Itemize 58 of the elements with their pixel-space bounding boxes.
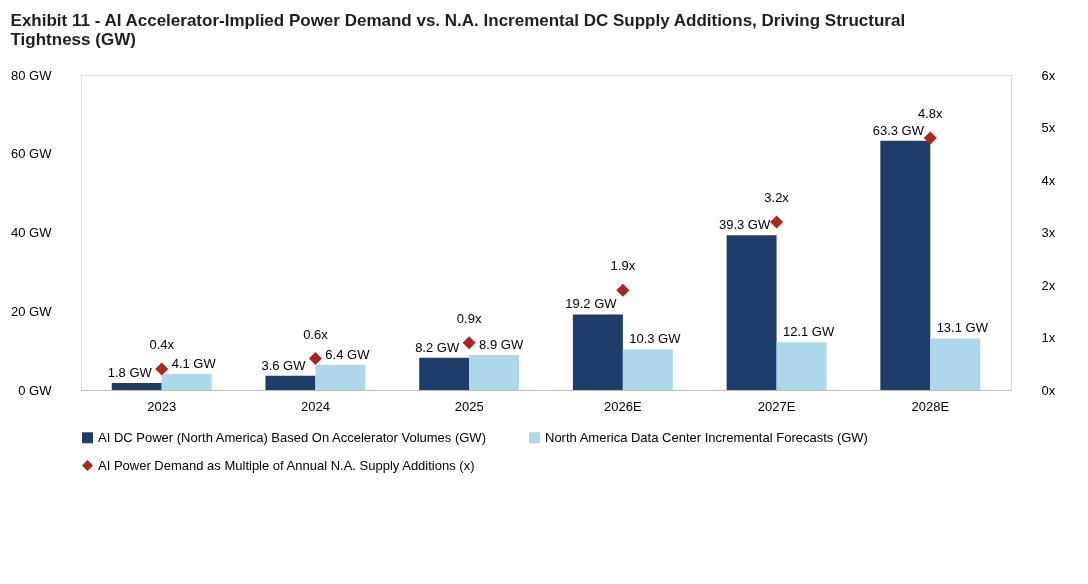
chart-title: Exhibit 11 - AI Accelerator-Implied Power Demand vs. N.A. Incremental DC Supply Additions, Driving Structural Tightness (GW)	[10, 11, 906, 49]
data-label: 10.3 GW	[629, 331, 682, 347]
y2-tick-label: 2x	[1041, 277, 1056, 293]
bar	[161, 373, 212, 390]
bar	[622, 349, 673, 390]
data-label: 3.6 GW	[261, 357, 307, 373]
bar	[469, 354, 520, 390]
point	[155, 362, 169, 376]
x-tick-label: 2026E	[604, 398, 642, 414]
x-tick-label: 2025	[454, 398, 484, 414]
data-label: 12.1 GW	[782, 324, 835, 340]
y-tick-label: 40 GW	[11, 225, 53, 240]
legend-label: AI DC Power (North America) Based On Accelerator Volumes (GW)	[98, 429, 486, 445]
data-label: 13.1 GW	[936, 320, 989, 336]
x-tick-label: 2023	[147, 398, 177, 414]
x-tick-label: 2024	[300, 398, 330, 414]
bar	[880, 140, 931, 390]
data-label: 0.4x	[149, 337, 175, 352]
data-label: 19.2 GW	[565, 296, 618, 312]
x-tick-label: 2028E	[911, 398, 950, 414]
y2-tick-label: 3x	[1041, 225, 1056, 240]
data-label: 3.2x	[764, 190, 790, 205]
bar	[315, 364, 366, 390]
bar	[111, 382, 162, 390]
data-label: 1.9x	[610, 258, 636, 274]
bar	[265, 375, 316, 390]
point	[923, 131, 937, 145]
y-tick-label: 20 GW	[11, 303, 53, 319]
data-label: 6.4 GW	[325, 346, 371, 362]
legend-label: North America Data Center Incremental Forecasts (GW)	[545, 429, 868, 445]
legend-label: AI Power Demand as Multiple of Annual N.A. Supply Additions (x)	[98, 457, 475, 473]
data-label: 39.3 GW	[718, 217, 771, 233]
data-label: 4.1 GW	[171, 355, 217, 371]
x-tick-label: 2027E	[757, 398, 796, 414]
data-label: 0.9x	[456, 310, 482, 326]
bar	[572, 314, 623, 390]
bar	[930, 338, 981, 390]
y2-tick-label: 5x	[1041, 120, 1056, 135]
y2-tick-label: 0x	[1041, 382, 1056, 398]
data-label: 8.2 GW	[415, 339, 460, 355]
point	[770, 215, 784, 229]
data-label: 63.3 GW	[872, 122, 925, 138]
data-label: 8.9 GW	[479, 336, 524, 352]
bar	[726, 235, 777, 390]
y-tick-label: 80 GW	[11, 67, 53, 83]
data-label: 0.6x	[303, 326, 329, 342]
point	[462, 336, 476, 350]
bar	[419, 357, 470, 390]
data-label: 4.8x	[918, 106, 944, 121]
y2-tick-label: 4x	[1041, 172, 1056, 188]
point	[616, 283, 630, 297]
data-label: 1.8 GW	[107, 364, 153, 380]
point	[308, 351, 322, 366]
bar	[776, 342, 827, 390]
y2-tick-label: 1x	[1041, 330, 1056, 345]
y-tick-label: 60 GW	[11, 146, 53, 162]
y2-tick-label: 6x	[1041, 67, 1056, 83]
y-tick-label: 0 GW	[18, 382, 53, 398]
